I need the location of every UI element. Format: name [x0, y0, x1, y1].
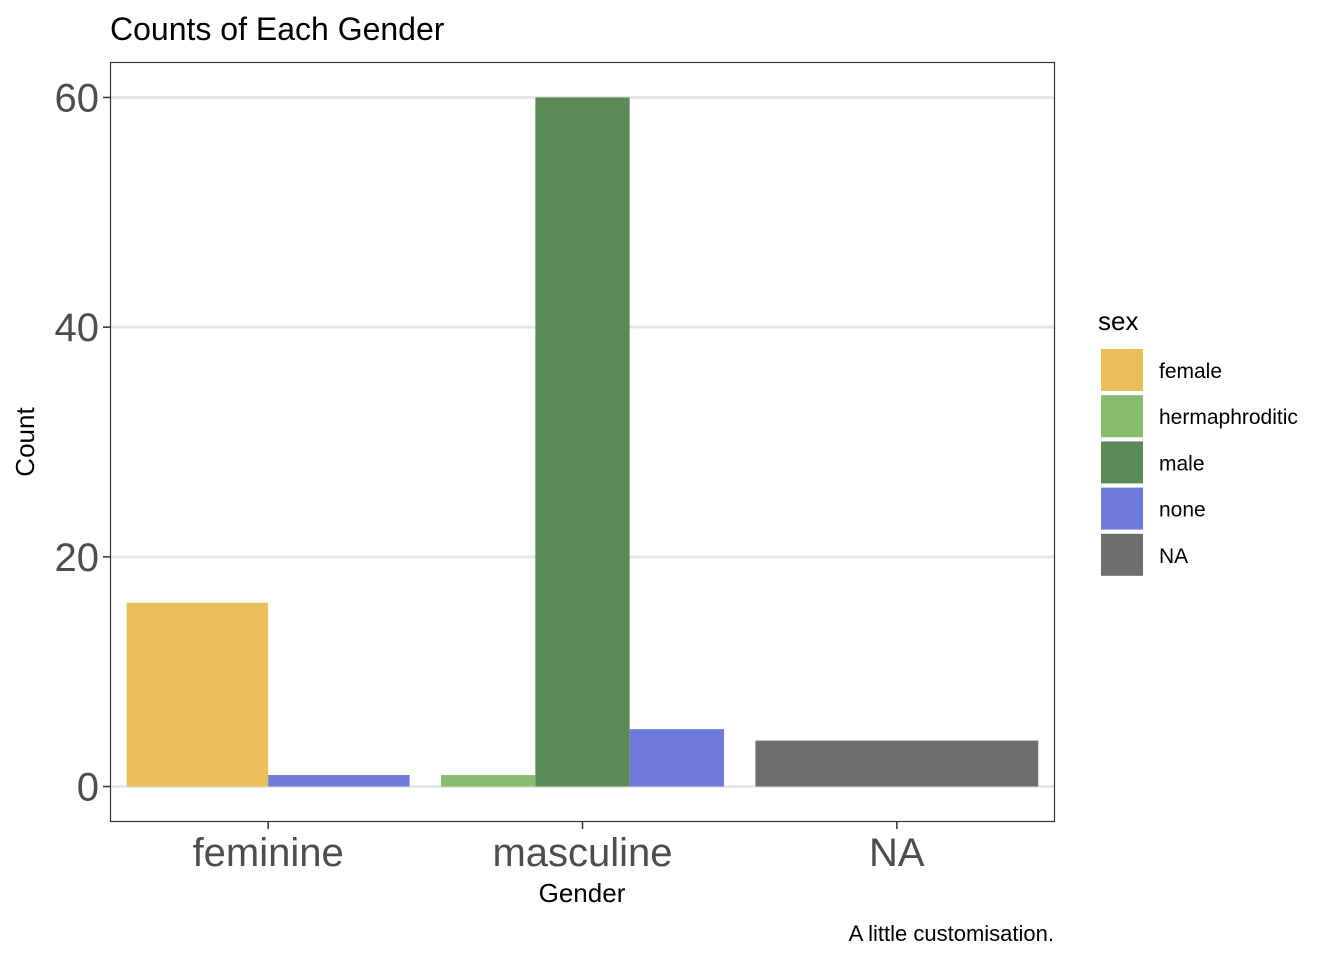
legend-label-none: none	[1159, 499, 1206, 522]
legend-key-na	[1101, 533, 1143, 576]
legend-key-none	[1101, 487, 1143, 530]
y-axis: 0 20 40 60	[55, 76, 111, 810]
legend-label-female: female	[1159, 360, 1222, 383]
y-tick-label-3: 60	[55, 76, 100, 120]
x-tick-label-feminine: feminine	[193, 831, 344, 875]
y-axis-label: Count	[10, 407, 40, 477]
chart-title: Counts of Each Gender	[110, 11, 445, 47]
x-tick-label-masculine: masculine	[492, 831, 672, 875]
legend: sex female hermaphroditic male none NA	[1098, 306, 1298, 576]
legend-label-male: male	[1159, 452, 1205, 475]
bar-feminine-none	[268, 775, 410, 787]
bar-masculine-hermaphroditic	[441, 775, 536, 787]
bar-feminine-female	[126, 602, 269, 787]
bars	[126, 97, 1039, 787]
x-tick-label-na: NA	[869, 831, 925, 875]
x-axis: feminine masculine NA	[193, 821, 925, 875]
legend-key-female	[1101, 349, 1143, 391]
legend-title: sex	[1098, 306, 1138, 336]
legend-label-hermaphroditic: hermaphroditic	[1159, 406, 1298, 429]
legend-label-na: NA	[1159, 545, 1188, 568]
chart-caption: A little customisation.	[849, 921, 1054, 946]
y-tick-label-2: 40	[55, 306, 100, 350]
x-axis-label: Gender	[539, 878, 626, 908]
legend-key-hermaphroditic	[1101, 395, 1143, 438]
y-tick-label-1: 20	[55, 536, 100, 580]
bar-masculine-male	[535, 97, 630, 787]
y-tick-label-0: 0	[77, 766, 99, 810]
bar-masculine-none	[629, 729, 724, 787]
legend-key-male	[1101, 441, 1143, 484]
bar-na-na	[755, 740, 1039, 787]
